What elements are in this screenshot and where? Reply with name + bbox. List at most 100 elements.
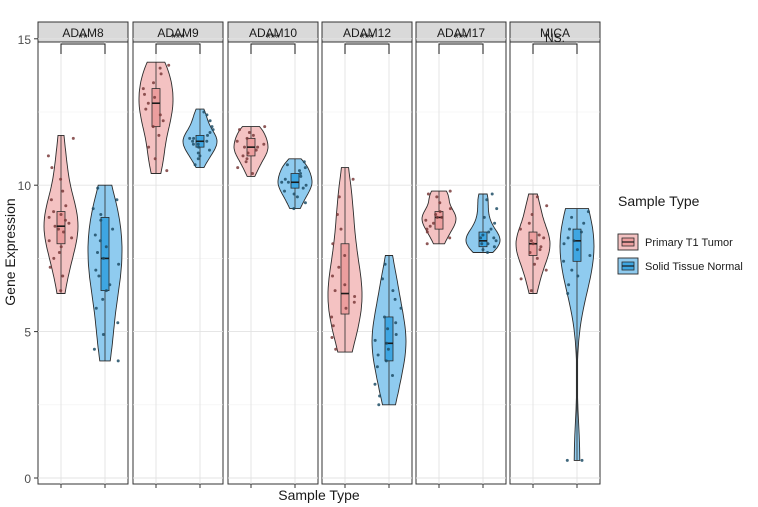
data-point	[393, 297, 397, 301]
group-tumor	[327, 167, 363, 353]
group-tumor	[421, 189, 457, 246]
legend-item-tumor: Primary T1 Tumor	[617, 233, 733, 251]
data-point	[235, 139, 239, 143]
data-point	[70, 236, 74, 240]
data-point	[351, 177, 355, 181]
legend-label: Solid Tissue Normal	[645, 261, 743, 273]
facet-strip-label: ADAM8	[62, 26, 104, 40]
data-point	[331, 274, 334, 278]
data-point	[292, 207, 296, 211]
data-point	[391, 374, 394, 377]
data-point	[92, 347, 96, 351]
data-point	[492, 245, 496, 249]
data-point	[527, 221, 531, 225]
data-point	[435, 215, 439, 219]
legend-title: Sample Type	[618, 193, 700, 209]
data-point	[572, 239, 576, 243]
data-point	[47, 215, 51, 219]
box-iqr	[151, 88, 161, 128]
box-iqr	[572, 228, 582, 262]
data-point	[52, 256, 56, 260]
facet-panel-adam12: ADAM12***	[321, 21, 413, 488]
data-point	[96, 186, 100, 190]
data-point	[193, 163, 197, 167]
data-point	[492, 236, 496, 240]
data-point	[46, 154, 50, 158]
panel-background	[415, 41, 507, 485]
data-point	[262, 142, 266, 146]
data-point	[153, 157, 157, 161]
data-point	[50, 166, 54, 170]
data-point	[157, 133, 161, 137]
facet-panels: ADAM8** ADAM9*** ADAM10*** ADAM12*** ADAM17*…	[37, 21, 601, 488]
panel-background	[227, 41, 319, 485]
data-point	[115, 198, 119, 202]
data-point	[394, 333, 398, 336]
data-point	[153, 95, 157, 99]
data-point	[59, 245, 63, 249]
data-point	[210, 125, 214, 129]
group-normal	[182, 108, 218, 169]
significance-label: **	[78, 31, 88, 45]
data-point	[116, 321, 120, 325]
data-point	[493, 221, 497, 225]
data-point	[489, 227, 493, 231]
data-point	[104, 245, 108, 249]
data-point	[580, 458, 584, 462]
data-point	[208, 131, 212, 134]
data-point	[567, 283, 571, 287]
data-point	[575, 248, 579, 252]
data-point	[303, 201, 307, 205]
data-point	[243, 145, 246, 149]
data-point	[245, 157, 249, 161]
data-point	[59, 289, 63, 293]
box-iqr	[100, 217, 110, 292]
data-point	[146, 101, 150, 105]
data-point	[383, 262, 387, 266]
data-point	[448, 236, 452, 240]
data-point	[104, 289, 108, 293]
data-point	[448, 189, 452, 193]
data-point	[480, 242, 484, 246]
data-point	[161, 119, 165, 123]
legend-item-normal: Solid Tissue Normal	[617, 257, 743, 275]
data-point	[202, 110, 206, 114]
facet-strip-label: MICA	[540, 26, 570, 40]
data-point	[490, 192, 494, 196]
data-point	[434, 213, 438, 216]
data-point	[565, 458, 569, 462]
data-point	[530, 213, 534, 216]
data-point	[448, 207, 452, 211]
data-point	[579, 230, 583, 234]
data-point	[165, 169, 169, 173]
data-point	[208, 148, 211, 152]
data-point	[438, 201, 442, 205]
data-point	[246, 151, 250, 155]
data-point	[48, 265, 52, 269]
data-point	[531, 242, 535, 246]
data-point	[376, 353, 380, 357]
data-point	[529, 239, 533, 243]
data-point	[301, 186, 305, 190]
data-point	[425, 227, 429, 231]
data-point	[384, 359, 388, 363]
data-point	[158, 113, 162, 117]
box-iqr	[340, 243, 350, 315]
data-point	[245, 136, 249, 140]
data-point	[304, 183, 308, 187]
legend-label: Primary T1 Tumor	[645, 237, 733, 249]
data-point	[188, 136, 192, 140]
data-point	[303, 166, 307, 170]
data-point	[570, 268, 574, 272]
data-point	[49, 198, 53, 202]
data-point	[299, 172, 302, 175]
data-point	[144, 107, 148, 111]
facet-strip-label: ADAM17	[437, 26, 485, 40]
data-point	[438, 210, 442, 214]
y-axis: 0 5 10 15	[18, 33, 38, 486]
group-normal	[277, 158, 313, 211]
significance-bracket	[155, 43, 201, 54]
data-point	[158, 66, 162, 70]
data-point	[167, 63, 171, 67]
significance-bracket	[438, 43, 484, 54]
